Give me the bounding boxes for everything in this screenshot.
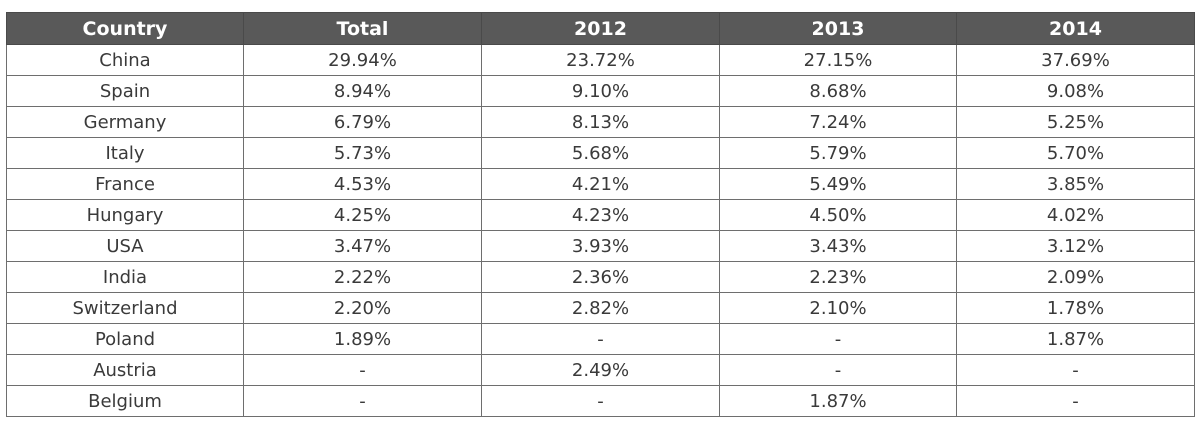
value-cell: 8.68% [719, 75, 957, 107]
table-header: Country Total 2012 2013 2014 [6, 12, 1195, 45]
country-cell: Poland [6, 323, 244, 355]
value-cell: 2.09% [956, 261, 1195, 293]
value-cell: 3.12% [956, 230, 1195, 262]
value-cell: - [481, 385, 720, 417]
value-cell: 2.49% [481, 354, 720, 386]
table-row: Germany 6.79% 8.13% 7.24% 5.25% [6, 106, 1195, 138]
table-body: China 29.94% 23.72% 27.15% 37.69% Spain 8.94% 9… [6, 44, 1195, 417]
value-cell: 3.47% [243, 230, 482, 262]
value-cell: 3.43% [719, 230, 957, 262]
value-cell: 4.23% [481, 199, 720, 231]
country-cell: Switzerland [6, 292, 244, 324]
value-cell: 5.79% [719, 137, 957, 169]
value-cell: - [243, 354, 482, 386]
column-header-2013: 2013 [719, 12, 957, 45]
value-cell: 8.13% [481, 106, 720, 138]
country-cell: Italy [6, 137, 244, 169]
table-row: Spain 8.94% 9.10% 8.68% 9.08% [6, 75, 1195, 107]
value-cell: 2.36% [481, 261, 720, 293]
value-cell: 5.70% [956, 137, 1195, 169]
value-cell: 1.87% [956, 323, 1195, 355]
country-cell: USA [6, 230, 244, 262]
table-row: Belgium - -1.87% - [6, 385, 1195, 417]
table-row: France 4.53% 4.21% 5.49% 3.85% [6, 168, 1195, 200]
value-cell: 5.73% [243, 137, 482, 169]
country-cell: Belgium [6, 385, 244, 417]
value-cell: 9.10% [481, 75, 720, 107]
value-cell: - [956, 385, 1195, 417]
country-cell: France [6, 168, 244, 200]
value-cell: - [481, 323, 720, 355]
value-cell: 4.53% [243, 168, 482, 200]
country-cell: Spain [6, 75, 244, 107]
value-cell: - [719, 323, 957, 355]
value-cell: 37.69% [956, 44, 1195, 76]
value-cell: 4.02% [956, 199, 1195, 231]
value-cell: 2.10% [719, 292, 957, 324]
value-cell: 2.20% [243, 292, 482, 324]
value-cell: 4.50% [719, 199, 957, 231]
value-cell: 1.89% [243, 323, 482, 355]
value-cell: 23.72% [481, 44, 720, 76]
column-header-country: Country [6, 12, 244, 45]
value-cell: - [719, 354, 957, 386]
table-row: Hungary 4.25% 4.23% 4.50% 4.02% [6, 199, 1195, 231]
value-cell: 4.25% [243, 199, 482, 231]
value-cell: 27.15% [719, 44, 957, 76]
country-share-table: Country Total 2012 2013 2014 China 29.94% 23.7… [6, 12, 1195, 417]
value-cell: 5.68% [481, 137, 720, 169]
table-row: USA 3.47% 3.93% 3.43% 3.12% [6, 230, 1195, 262]
country-cell: Austria [6, 354, 244, 386]
table-row: Italy 5.73% 5.68% 5.79% 5.70% [6, 137, 1195, 169]
country-share-table-container: Country Total 2012 2013 2014 China 29.94% 23.7… [6, 12, 1195, 417]
column-header-2014: 2014 [956, 12, 1195, 45]
column-header-2012: 2012 [481, 12, 720, 45]
column-header-total: Total [243, 12, 482, 45]
value-cell: 1.87% [719, 385, 957, 417]
header-row: Country Total 2012 2013 2014 [6, 12, 1195, 45]
value-cell: 9.08% [956, 75, 1195, 107]
value-cell: 1.78% [956, 292, 1195, 324]
table-row: Austria -2.49% - - [6, 354, 1195, 386]
table-row: Switzerland 2.20% 2.82% 2.10% 1.78% [6, 292, 1195, 324]
country-cell: China [6, 44, 244, 76]
value-cell: 2.82% [481, 292, 720, 324]
value-cell: 7.24% [719, 106, 957, 138]
value-cell: 3.93% [481, 230, 720, 262]
value-cell: 4.21% [481, 168, 720, 200]
value-cell: 29.94% [243, 44, 482, 76]
country-cell: Hungary [6, 199, 244, 231]
value-cell: 8.94% [243, 75, 482, 107]
country-cell: India [6, 261, 244, 293]
value-cell: 2.23% [719, 261, 957, 293]
value-cell: 2.22% [243, 261, 482, 293]
table-row: Poland 1.89% - -1.87% [6, 323, 1195, 355]
value-cell: 3.85% [956, 168, 1195, 200]
value-cell: 6.79% [243, 106, 482, 138]
country-cell: Germany [6, 106, 244, 138]
table-row: India 2.22% 2.36% 2.23% 2.09% [6, 261, 1195, 293]
value-cell: - [956, 354, 1195, 386]
value-cell: - [243, 385, 482, 417]
value-cell: 5.49% [719, 168, 957, 200]
value-cell: 5.25% [956, 106, 1195, 138]
table-row: China 29.94% 23.72% 27.15% 37.69% [6, 44, 1195, 76]
